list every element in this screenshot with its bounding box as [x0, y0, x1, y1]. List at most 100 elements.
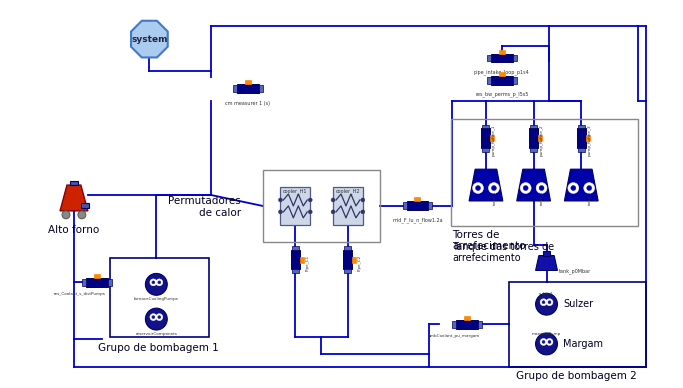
Bar: [487, 77, 491, 84]
Circle shape: [548, 340, 551, 343]
Bar: [513, 77, 517, 84]
Circle shape: [78, 211, 86, 219]
Text: res_bw_perms_p_l5s5: res_bw_perms_p_l5s5: [475, 92, 529, 97]
Circle shape: [548, 301, 551, 304]
Text: system: system: [131, 35, 167, 43]
Circle shape: [523, 185, 528, 191]
Text: pump_Kuhne_2: pump_Kuhne_2: [540, 125, 544, 156]
Text: Torres de
arrefecimento: Torres de arrefecimento: [452, 230, 526, 251]
Text: cm measurer 1 (s): cm measurer 1 (s): [225, 100, 270, 106]
Polygon shape: [131, 21, 168, 57]
Polygon shape: [469, 169, 503, 201]
Bar: [108, 279, 111, 286]
Circle shape: [535, 293, 557, 315]
Text: Pipe_C1: Pipe_C1: [305, 255, 309, 271]
Circle shape: [540, 338, 547, 345]
Circle shape: [473, 183, 484, 194]
Text: torre_1: torre_1: [492, 190, 496, 204]
Bar: [402, 203, 406, 210]
Bar: [509, 282, 646, 367]
Bar: [451, 119, 638, 226]
Circle shape: [492, 185, 497, 191]
Circle shape: [158, 281, 161, 284]
Circle shape: [546, 299, 553, 306]
Text: AmbCoolant_pu_margam: AmbCoolant_pu_margam: [428, 334, 480, 338]
Circle shape: [488, 183, 499, 194]
Circle shape: [331, 210, 335, 214]
Bar: [513, 54, 517, 61]
Polygon shape: [517, 169, 550, 201]
Bar: [499, 50, 505, 54]
Bar: [491, 76, 513, 85]
Bar: [491, 54, 513, 62]
Text: pump_Kuhne_1: pump_Kuhne_1: [492, 125, 496, 156]
Circle shape: [158, 315, 161, 319]
Circle shape: [542, 340, 545, 343]
Bar: [586, 135, 589, 141]
Bar: [333, 187, 363, 225]
Bar: [86, 278, 108, 287]
Circle shape: [152, 315, 155, 319]
Circle shape: [145, 274, 167, 295]
Bar: [82, 279, 86, 286]
Bar: [344, 249, 352, 269]
Circle shape: [540, 299, 547, 306]
Bar: [482, 128, 490, 148]
Text: reservoirComponets: reservoirComponets: [135, 332, 178, 336]
Bar: [538, 135, 542, 141]
Text: sulzer1: sulzer1: [539, 292, 554, 296]
Bar: [578, 148, 585, 152]
Circle shape: [571, 185, 576, 191]
Bar: [456, 320, 478, 329]
Circle shape: [331, 198, 335, 202]
Text: pipe_intake_loop_p1s4: pipe_intake_loop_p1s4: [474, 69, 530, 74]
Bar: [542, 251, 550, 256]
Bar: [406, 201, 428, 210]
Circle shape: [587, 185, 591, 191]
Bar: [499, 73, 505, 76]
Text: Alto forno: Alto forno: [48, 225, 100, 235]
Circle shape: [308, 210, 312, 214]
Bar: [237, 84, 259, 93]
Bar: [578, 125, 585, 128]
Circle shape: [536, 183, 547, 194]
Bar: [464, 315, 470, 320]
Polygon shape: [564, 169, 598, 201]
Text: pump_Kuhne_3: pump_Kuhne_3: [587, 125, 591, 156]
Circle shape: [156, 314, 163, 320]
Text: Sulzer: Sulzer: [563, 299, 594, 309]
Bar: [262, 170, 380, 242]
Text: Pipe_C2: Pipe_C2: [358, 255, 362, 271]
Bar: [110, 258, 209, 337]
Bar: [452, 320, 456, 327]
Circle shape: [150, 279, 157, 286]
Circle shape: [361, 210, 365, 214]
Text: cooler_H2: cooler_H2: [336, 188, 360, 194]
Circle shape: [279, 198, 283, 202]
Bar: [291, 249, 300, 269]
Text: margamPump: margamPump: [532, 332, 561, 336]
Text: Margam: Margam: [563, 339, 603, 349]
Bar: [344, 246, 352, 249]
Text: Grupo de bombagem 1: Grupo de bombagem 1: [98, 343, 219, 353]
Text: torre_3: torre_3: [587, 190, 591, 204]
Bar: [577, 128, 586, 148]
Bar: [259, 85, 262, 92]
Bar: [300, 256, 304, 263]
Bar: [428, 203, 432, 210]
Bar: [94, 274, 100, 278]
Circle shape: [156, 279, 163, 286]
Circle shape: [361, 198, 365, 202]
Circle shape: [62, 211, 70, 219]
Circle shape: [475, 185, 481, 191]
Circle shape: [539, 185, 544, 191]
Text: Grupo de bombagem 2: Grupo de bombagem 2: [516, 371, 637, 381]
Bar: [245, 80, 251, 84]
Bar: [482, 125, 490, 128]
Circle shape: [308, 198, 312, 202]
Bar: [233, 85, 237, 92]
Circle shape: [535, 333, 557, 355]
Polygon shape: [60, 185, 88, 211]
Circle shape: [584, 183, 595, 194]
Circle shape: [542, 301, 545, 304]
